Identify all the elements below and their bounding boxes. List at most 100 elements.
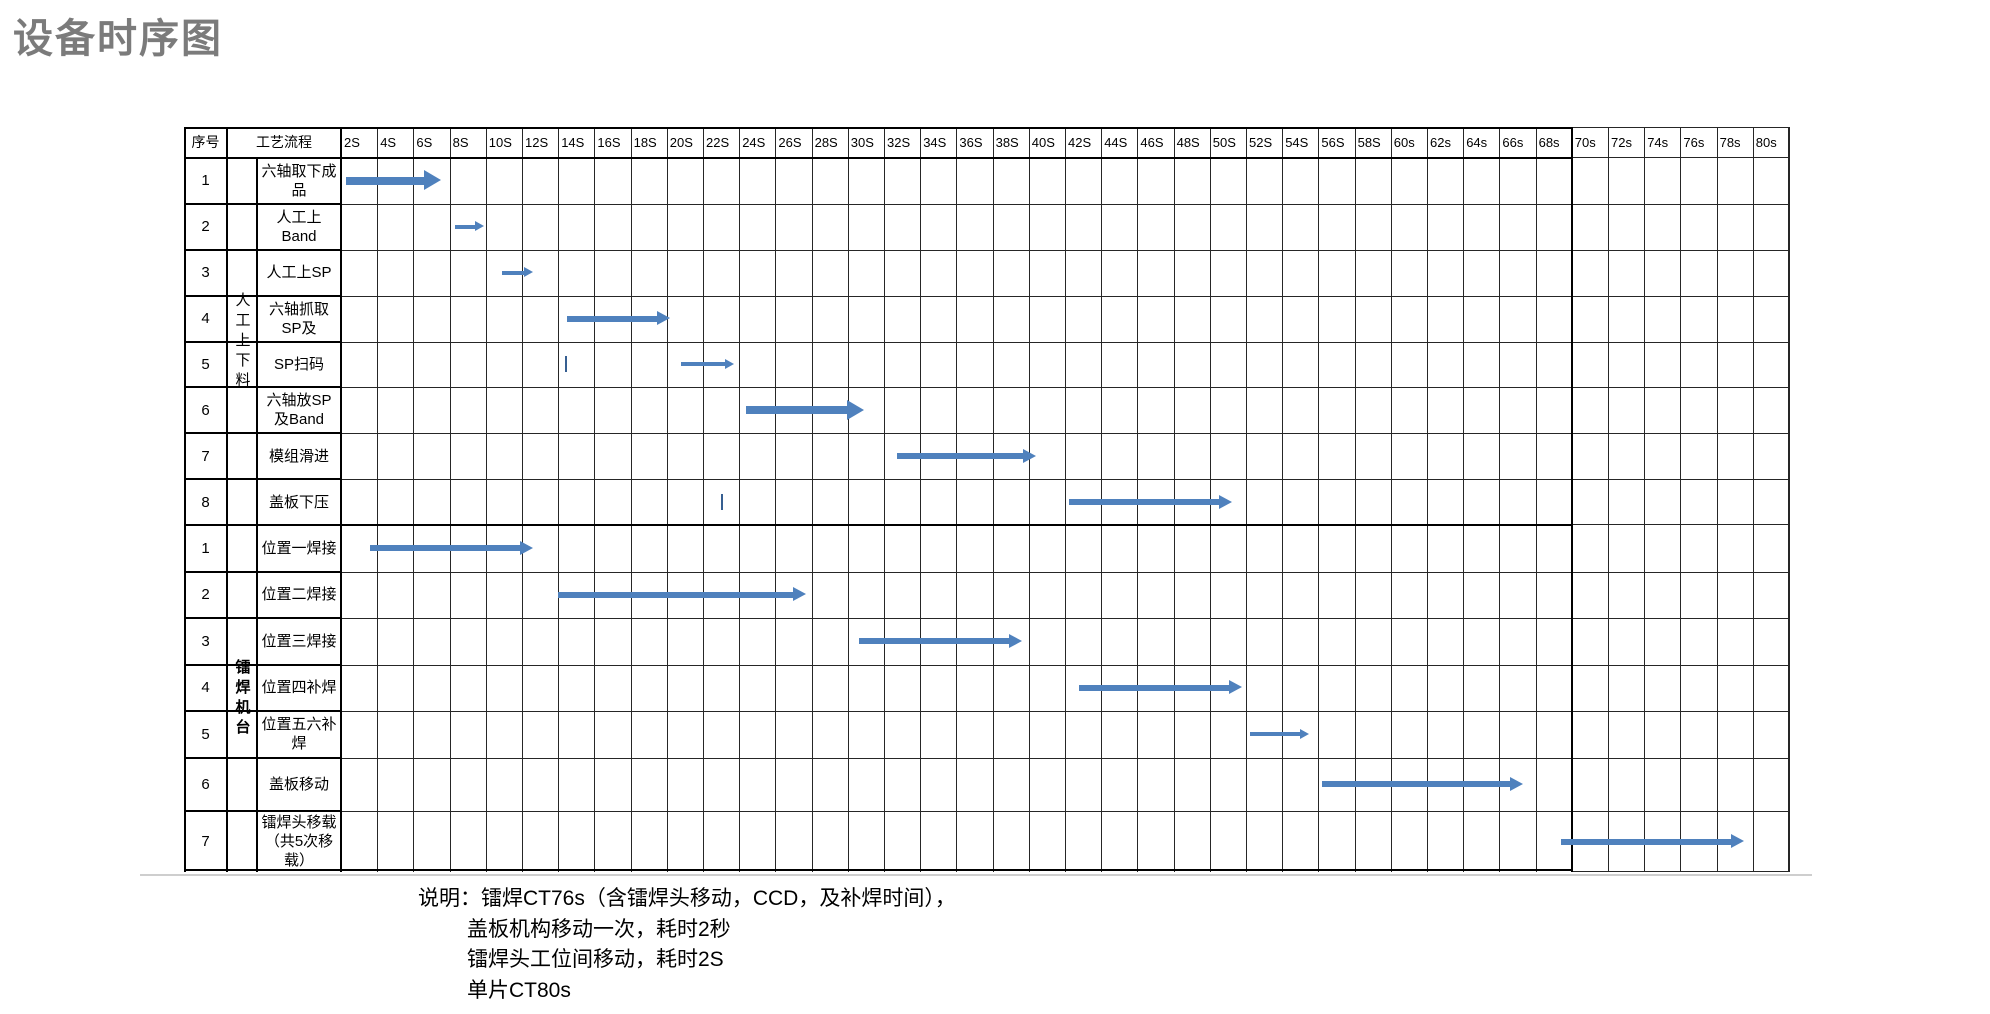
time-header-cell: 46S [1140, 135, 1164, 150]
gantt-arrow [1079, 680, 1243, 695]
process-name-cell: 位置五六补焊 [261, 716, 337, 753]
gantt-arrow [567, 311, 671, 326]
major-row-line-bold [184, 157, 1572, 159]
row-line [341, 571, 1789, 573]
time-header-cell: 32S [887, 135, 911, 150]
row-line-bold [184, 294, 341, 297]
row-line-bold [184, 478, 341, 481]
row-line-bold [184, 248, 341, 251]
gantt-arrow-head [1300, 728, 1310, 739]
gantt-arrow [455, 221, 484, 232]
process-name-cell: 盖板移动 [268, 775, 329, 793]
time-header-cell: 14S [561, 135, 585, 150]
time-header-cell: 48S [1176, 135, 1200, 150]
time-header-cell: 68s [1538, 135, 1560, 150]
row-line-bold [184, 570, 341, 573]
row-line [341, 757, 1789, 759]
time-header-cell: 20S [669, 135, 693, 150]
bold-68s-border [1571, 127, 1573, 872]
grid-column-line [1644, 127, 1646, 872]
row-line-bold [184, 756, 341, 759]
gantt-arrow [746, 399, 865, 421]
stray-tick-mark [721, 494, 724, 511]
process-name-cell: 六轴放SP及Band [266, 392, 332, 429]
seq-cell: 4 [201, 679, 210, 697]
time-header-cell: 50S [1212, 135, 1236, 150]
time-header-cell: 36S [959, 135, 983, 150]
process-name-cell: 六轴抓取SP及 [268, 300, 329, 337]
process-name-cell: 人工上Band [276, 208, 322, 245]
grid-column-line [811, 127, 813, 872]
page-title: 设备时序图 [13, 17, 223, 61]
seq-cell: 6 [201, 401, 210, 419]
note-line: 镭焊头工位间移动，耗时2S [467, 948, 724, 971]
time-header-cell: 52S [1249, 135, 1273, 150]
grid-column-line [413, 127, 415, 872]
time-header-cell: 40S [1031, 135, 1055, 150]
gantt-arrow-shaft [681, 362, 727, 367]
gantt-arrow-head [423, 170, 441, 191]
grid-column-line [449, 127, 451, 872]
gantt-arrow [681, 358, 734, 370]
group-label-cell: 人工上下料 [233, 291, 251, 392]
time-header-cell: 70s [1574, 135, 1596, 150]
gantt-arrow-shaft [558, 591, 796, 598]
gantt-arrow-head [523, 267, 533, 278]
gantt-arrow-shaft [858, 638, 1011, 645]
seq-column-border [226, 127, 228, 872]
time-header-cell: 64s [1466, 135, 1488, 150]
grid-column-line [703, 127, 704, 872]
grid-column-line [920, 127, 922, 872]
gantt-arrow-head [1509, 776, 1523, 791]
seq-header-cell: 序号 [191, 134, 220, 150]
grid-column-line [1716, 127, 1718, 872]
grid-column-line [847, 127, 849, 872]
grid-column-line [1390, 127, 1392, 872]
grid-column-line [1499, 127, 1501, 872]
time-header-cell: 28S [814, 135, 838, 150]
process-name-cell: 位置三焊接 [261, 632, 337, 650]
seq-cell: 3 [201, 632, 210, 650]
seq-cell: 1 [201, 539, 210, 557]
grid-column-line [1680, 127, 1682, 872]
row-line [341, 387, 1789, 389]
gantt-arrow [502, 267, 533, 278]
time-header-cell: 54S [1285, 135, 1309, 150]
grid-column-line [1463, 127, 1465, 872]
grid-column-line [666, 127, 668, 872]
major-row-line-bold [184, 127, 1572, 129]
gantt-arrow-head [657, 311, 671, 326]
time-header-cell: 12S [525, 135, 549, 150]
table-left-border [184, 127, 186, 872]
row-line [341, 479, 1789, 481]
time-header-cell: 18S [633, 135, 657, 150]
notes-block: 说明：镭焊CT76s（含镭焊头移动，CCD，及补焊时间）， 盖板机构移动一次，耗… [418, 884, 956, 1006]
time-header-cell: 26S [778, 135, 802, 150]
time-header-cell: 34S [923, 135, 947, 150]
time-header-cell: 38S [995, 135, 1019, 150]
row-line-bold [184, 386, 341, 389]
time-header-cell: 56S [1321, 135, 1345, 150]
gantt-arrow-shaft [1068, 499, 1221, 506]
process-name-cell: 模组滑进 [268, 447, 329, 465]
gantt-arrow-shaft [502, 270, 526, 275]
gantt-arrow-shaft [1560, 838, 1733, 845]
process-name-cell: 位置一焊接 [261, 539, 337, 557]
row-line [341, 295, 1789, 297]
grid-column-line [1354, 127, 1356, 872]
gantt-arrow [346, 170, 441, 191]
gantt-arrow [858, 633, 1022, 649]
grid-column-line [630, 127, 632, 872]
row-line-bold [184, 432, 341, 435]
row-line [341, 664, 1789, 666]
time-header-cell: 62s [1430, 135, 1451, 150]
seq-cell: 5 [201, 725, 210, 743]
gantt-arrow [1560, 834, 1744, 849]
seq-cell: 3 [201, 264, 210, 282]
gantt-arrow-shaft [346, 176, 426, 185]
grid-column-line [1608, 127, 1609, 872]
time-header-cell: 22S [706, 135, 730, 150]
grid-column-line [1427, 127, 1428, 872]
grid-column-line [485, 127, 487, 872]
